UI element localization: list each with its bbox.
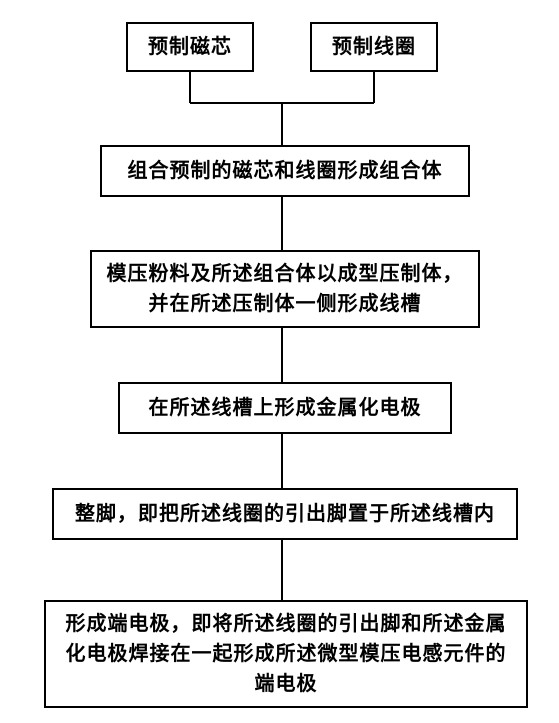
node-mold-powder: 模压粉料及所述组合体以成型压制体，并在所述压制体一侧形成线槽 bbox=[90, 250, 480, 328]
node-metallize-electrode: 在所述线槽上形成金属化电极 bbox=[118, 382, 452, 434]
node-preform-core: 预制磁芯 bbox=[126, 22, 254, 72]
node-arrange-leads: 整脚，即把所述线圈的引出脚置于所述线槽内 bbox=[52, 488, 518, 540]
node-form-terminal: 形成端电极，即将所述线圈的引出脚和所述金属化电极焊接在一起形成所述微型模压电感元… bbox=[44, 600, 528, 708]
node-label: 预制磁芯 bbox=[148, 32, 232, 62]
node-label: 整脚，即把所述线圈的引出脚置于所述线槽内 bbox=[75, 499, 495, 529]
node-preform-coil: 预制线圈 bbox=[310, 22, 438, 72]
flowchart-canvas: 预制磁芯 预制线圈 组合预制的磁芯和线圈形成组合体 模压粉料及所述组合体以成型压… bbox=[0, 0, 559, 723]
node-label: 在所述线槽上形成金属化电极 bbox=[149, 393, 422, 423]
node-label: 组合预制的磁芯和线圈形成组合体 bbox=[128, 156, 443, 186]
node-label: 模压粉料及所述组合体以成型压制体，并在所述压制体一侧形成线槽 bbox=[104, 259, 466, 319]
node-label: 预制线圈 bbox=[332, 32, 416, 62]
node-assemble: 组合预制的磁芯和线圈形成组合体 bbox=[100, 145, 470, 197]
node-label: 形成端电极，即将所述线圈的引出脚和所述金属化电极焊接在一起形成所述微型模压电感元… bbox=[58, 609, 514, 699]
